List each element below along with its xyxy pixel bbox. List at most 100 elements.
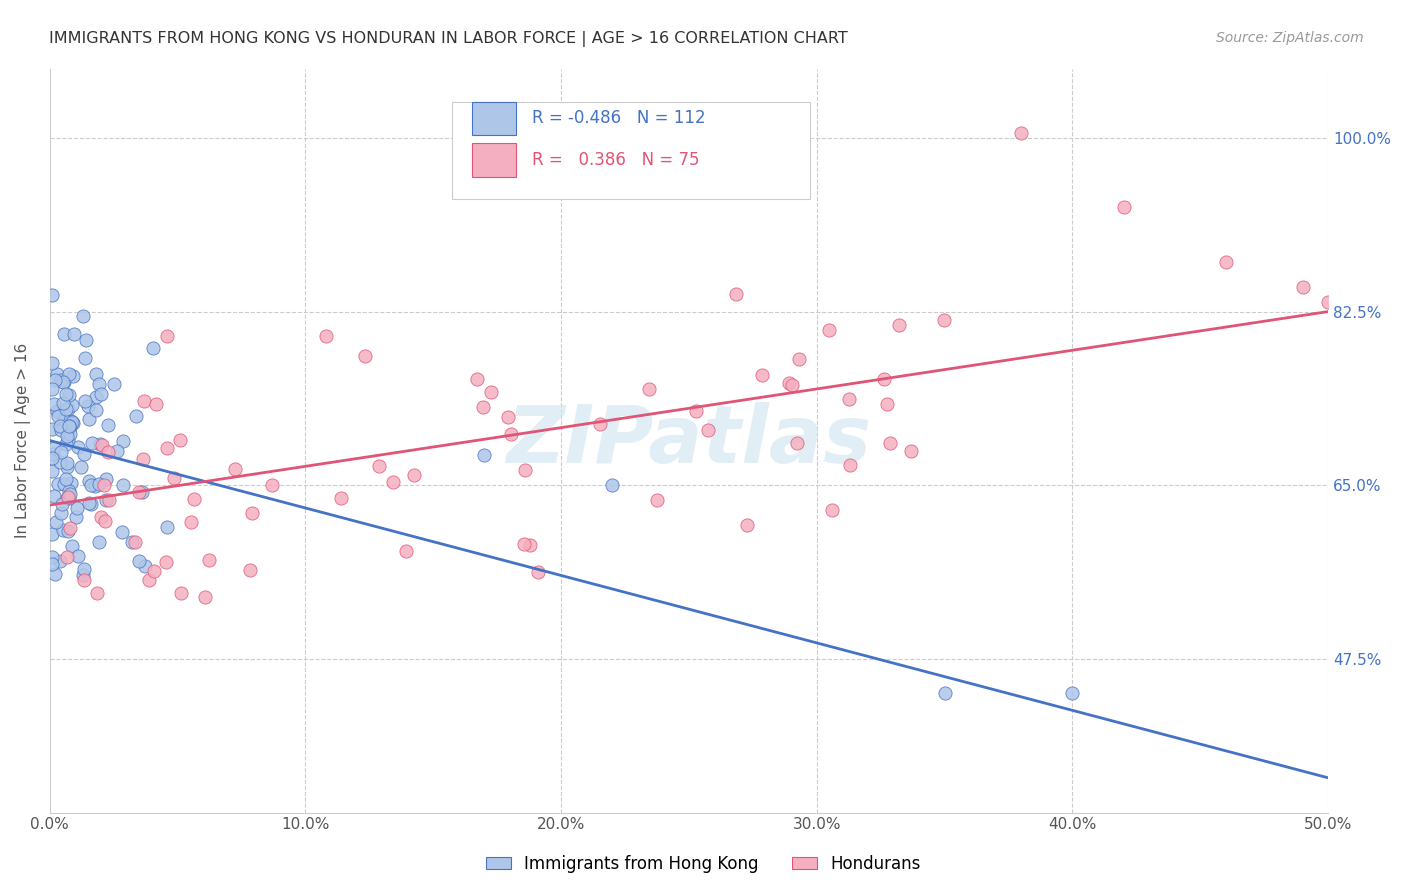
Point — [44, 489, 66, 503]
Point — [395, 543, 418, 558]
Point — [66, 549, 89, 564]
Point — [111, 524, 134, 539]
Legend: Immigrants from Hong Kong, Hondurans: Immigrants from Hong Kong, Hondurans — [479, 848, 927, 880]
Point — [84, 390, 107, 404]
Point — [84, 402, 107, 417]
Point — [1215, 255, 1237, 269]
Point — [780, 378, 803, 392]
Point — [156, 441, 179, 455]
Point — [59, 420, 82, 434]
FancyBboxPatch shape — [453, 102, 810, 199]
Point — [479, 384, 502, 399]
Point — [73, 562, 96, 576]
Y-axis label: In Labor Force | Age > 16: In Labor Force | Age > 16 — [15, 343, 31, 538]
Point — [124, 409, 146, 423]
Point — [56, 524, 79, 538]
Point — [65, 510, 87, 524]
Point — [94, 472, 117, 486]
Point — [87, 477, 110, 491]
Point — [82, 436, 104, 450]
Point — [59, 416, 82, 430]
Point — [55, 456, 77, 470]
Point — [89, 535, 111, 549]
Text: Source: ZipAtlas.com: Source: ZipAtlas.com — [1216, 31, 1364, 45]
Point — [73, 447, 96, 461]
Point — [367, 458, 389, 473]
Point — [62, 416, 84, 430]
Point — [58, 491, 80, 505]
Point — [472, 400, 495, 414]
Point — [80, 497, 103, 511]
Point — [724, 286, 747, 301]
Point — [41, 447, 63, 461]
Point — [589, 417, 612, 432]
Point — [58, 433, 80, 447]
Point — [262, 478, 284, 492]
Point — [52, 477, 75, 491]
Point — [62, 399, 84, 413]
Point — [96, 493, 118, 508]
Point — [55, 472, 77, 486]
Point — [52, 413, 75, 427]
Point — [72, 568, 94, 582]
Point — [66, 440, 89, 454]
Point — [354, 349, 377, 363]
Point — [73, 393, 96, 408]
Point — [1291, 279, 1313, 293]
Point — [696, 423, 718, 437]
Point — [55, 387, 77, 401]
Point — [685, 404, 707, 418]
Point — [778, 376, 800, 391]
Point — [131, 485, 153, 500]
Point — [58, 419, 80, 434]
Point — [98, 493, 121, 508]
Point — [112, 434, 135, 448]
Point — [45, 404, 67, 418]
Point — [238, 563, 260, 577]
Point — [169, 433, 191, 447]
Point — [56, 491, 79, 505]
Point — [1317, 294, 1340, 309]
Point — [404, 468, 426, 483]
Point — [60, 414, 83, 428]
Point — [1112, 201, 1135, 215]
Point — [786, 435, 808, 450]
Point — [513, 537, 536, 551]
Point — [55, 437, 77, 451]
Point — [735, 518, 758, 533]
Point — [58, 487, 80, 501]
Point — [46, 477, 69, 491]
Point — [138, 573, 160, 587]
Point — [48, 405, 70, 419]
Point — [51, 497, 73, 511]
Point — [46, 409, 69, 424]
Point — [56, 460, 79, 475]
Point — [1062, 686, 1084, 700]
Point — [887, 318, 910, 332]
Point — [62, 415, 84, 429]
Point — [60, 475, 83, 490]
Point — [41, 464, 63, 478]
Point — [155, 556, 177, 570]
Point — [89, 436, 111, 450]
Point — [142, 564, 165, 578]
Point — [55, 549, 77, 564]
Point — [156, 328, 179, 343]
Point — [44, 567, 66, 582]
Point — [58, 388, 80, 402]
Point — [63, 327, 86, 342]
Point — [77, 475, 100, 489]
Point — [465, 372, 488, 386]
Point — [86, 585, 108, 599]
Point — [46, 368, 69, 382]
Point — [49, 445, 72, 459]
Point — [77, 496, 100, 510]
Point — [58, 419, 80, 434]
Point — [873, 372, 896, 386]
Point — [128, 553, 150, 567]
Text: R = -0.486   N = 112: R = -0.486 N = 112 — [531, 110, 706, 128]
Point — [73, 573, 96, 587]
Point — [97, 444, 120, 458]
Point — [170, 586, 193, 600]
Point — [499, 427, 522, 442]
